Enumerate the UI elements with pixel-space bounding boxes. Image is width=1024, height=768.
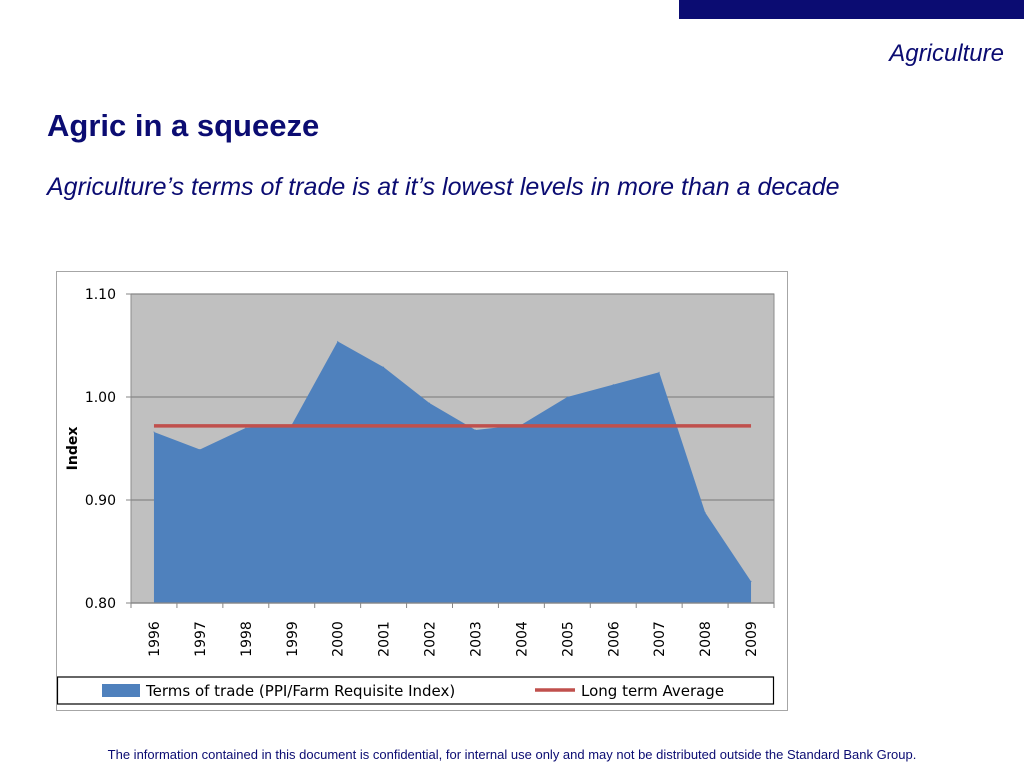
data-point [658,371,660,373]
data-point [337,340,339,342]
y-tick-label: 1.10 [85,287,116,303]
data-point [612,384,614,386]
top-accent-bar [679,0,1024,19]
y-tick-label: 0.90 [85,493,116,509]
legend-box [57,676,775,705]
x-tick-label: 2003 [468,621,484,657]
x-tick-label: 2004 [514,621,530,657]
x-tick-label: 2000 [331,621,347,657]
x-tick-label: 2008 [698,621,714,657]
x-tick-label: 2006 [606,621,622,657]
y-tick-label: 1.00 [85,390,116,406]
x-tick-label: 2001 [377,621,393,657]
x-tick-label: 1999 [285,621,301,657]
data-point [429,402,431,404]
x-tick-label: 1998 [239,621,255,657]
series-area-terms-of-trade [153,341,752,603]
y-tick-label: 0.80 [85,596,116,612]
chart-frame: 0.80 0.90 1.00 1.10 Index 1996 1997 1998 1999 200… [56,271,788,711]
x-tick-label: 1996 [147,621,163,657]
x-tick-label: 1997 [193,621,209,657]
confidentiality-note: The information contained in this docume… [107,747,917,762]
terms-of-trade-chart: 0.80 0.90 1.00 1.10 Index 1996 1997 1998 1999 200… [57,287,775,705]
section-label: Agriculture [889,40,1004,67]
data-point [704,511,706,513]
data-point [383,366,385,368]
data-point [199,449,201,451]
data-point [153,431,155,433]
data-point [474,429,476,431]
x-tick-label: 2005 [560,621,576,657]
data-point [750,580,752,582]
legend-swatch-terms-of-trade [102,684,140,697]
slide-subtitle: Agriculture’s terms of trade is at it’s … [47,173,840,201]
x-tick-label: 2007 [652,621,668,657]
x-tick-label: 2009 [744,621,760,657]
data-point [245,427,247,429]
legend-label-long-term-average: Long term Average [581,682,724,700]
slide-title: Agric in a squeeze [47,108,320,143]
y-axis-label: Index [65,427,81,471]
x-tick-label: 2002 [423,621,439,657]
legend-label-terms-of-trade: Terms of trade (PPI/Farm Requisite Index… [145,682,455,700]
data-point [566,396,568,398]
